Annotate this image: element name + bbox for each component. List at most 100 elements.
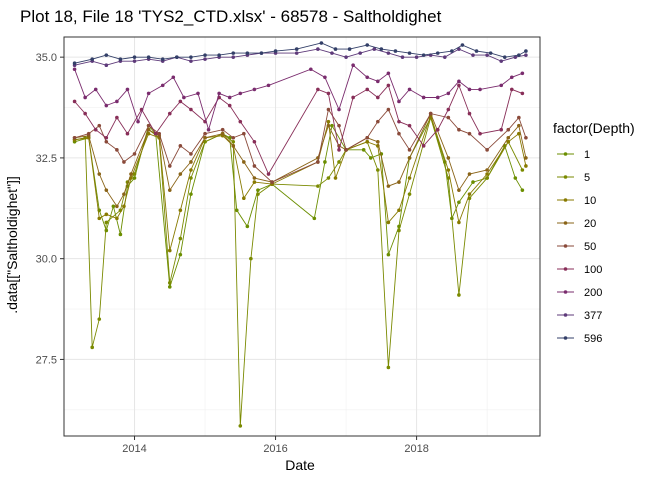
data-point: [407, 123, 412, 128]
data-point: [189, 160, 193, 164]
data-point: [83, 111, 87, 116]
data-point: [319, 41, 324, 45]
data-point: [467, 87, 472, 92]
data-point: [467, 192, 472, 196]
data-point: [72, 61, 77, 65]
legend-item: 1: [557, 149, 590, 161]
data-point: [446, 168, 451, 172]
data-point: [220, 131, 225, 136]
legend-key-point: [563, 267, 568, 271]
data-point: [400, 55, 405, 59]
data-point: [397, 131, 401, 136]
data-point: [517, 131, 521, 136]
data-point: [178, 99, 183, 104]
data-point: [167, 248, 172, 253]
data-point: [446, 91, 451, 96]
data-point: [245, 224, 250, 229]
data-point: [252, 180, 257, 184]
data-point: [457, 293, 461, 297]
data-point: [467, 131, 472, 136]
data-point: [326, 123, 331, 128]
data-point: [407, 51, 412, 55]
data-point: [153, 131, 158, 136]
data-point: [520, 91, 525, 96]
data-point: [309, 67, 313, 72]
data-point: [115, 204, 119, 209]
data-point: [104, 188, 109, 192]
data-point: [509, 75, 514, 80]
data-point: [238, 119, 243, 124]
legend-item: 10: [557, 195, 596, 207]
data-point: [104, 139, 109, 144]
data-point: [344, 55, 348, 59]
data-point: [178, 144, 183, 148]
data-point: [326, 176, 331, 180]
data-point: [227, 95, 232, 100]
data-point: [129, 172, 133, 176]
data-point: [488, 51, 493, 55]
data-point: [372, 47, 377, 51]
data-point: [407, 148, 412, 152]
data-point: [421, 95, 426, 100]
data-point: [330, 51, 334, 55]
data-point: [517, 115, 521, 120]
data-point: [252, 164, 257, 168]
data-point: [457, 79, 461, 84]
data-point: [104, 103, 109, 108]
data-point: [457, 220, 461, 225]
data-point: [252, 87, 257, 92]
data-point: [337, 123, 341, 128]
data-point: [365, 75, 370, 80]
data-point: [242, 160, 246, 164]
y-tick-label: 32.5: [36, 153, 57, 165]
data-point: [485, 168, 489, 172]
data-point: [506, 135, 511, 140]
data-point: [457, 47, 461, 51]
data-point: [499, 83, 504, 88]
legend-key-point: [563, 290, 568, 294]
data-point: [326, 119, 331, 124]
data-point: [326, 91, 331, 96]
data-point: [203, 131, 207, 136]
data-point: [273, 49, 278, 53]
data-point: [132, 59, 137, 63]
legend-key-point: [563, 198, 568, 202]
series-layer: [63, 36, 541, 437]
data-point: [217, 53, 221, 57]
data-point: [242, 196, 246, 201]
data-point: [125, 131, 130, 136]
data-point: [122, 204, 126, 209]
legend-item: 20: [557, 218, 596, 230]
data-point: [189, 59, 193, 63]
data-point: [397, 119, 401, 124]
data-point: [485, 176, 489, 180]
data-point: [393, 49, 398, 53]
data-point: [316, 47, 320, 51]
data-point: [256, 188, 260, 192]
panel-background: [64, 37, 540, 436]
data-point: [435, 51, 440, 55]
panel-border: [63, 36, 541, 437]
data-point: [457, 188, 461, 192]
legend-item: 377: [557, 310, 602, 322]
data-point: [457, 127, 461, 132]
legend-item: 50: [557, 241, 596, 253]
data-point: [316, 160, 320, 164]
legend-label: 596: [584, 333, 602, 345]
data-point: [182, 95, 186, 100]
data-point: [206, 127, 211, 132]
data-point: [502, 55, 507, 59]
legend-label: 200: [584, 287, 602, 299]
data-point: [252, 176, 257, 180]
data-point: [478, 131, 482, 136]
data-point: [407, 192, 412, 196]
legend-label: 10: [584, 195, 596, 207]
data-point: [524, 164, 528, 168]
data-point: [351, 95, 355, 100]
data-point: [115, 115, 119, 120]
data-point: [397, 99, 401, 104]
data-point: [333, 176, 338, 180]
legend-key-point: [563, 152, 568, 156]
y-axis-title: .data[["Saltholdighet"]]: [4, 176, 20, 314]
